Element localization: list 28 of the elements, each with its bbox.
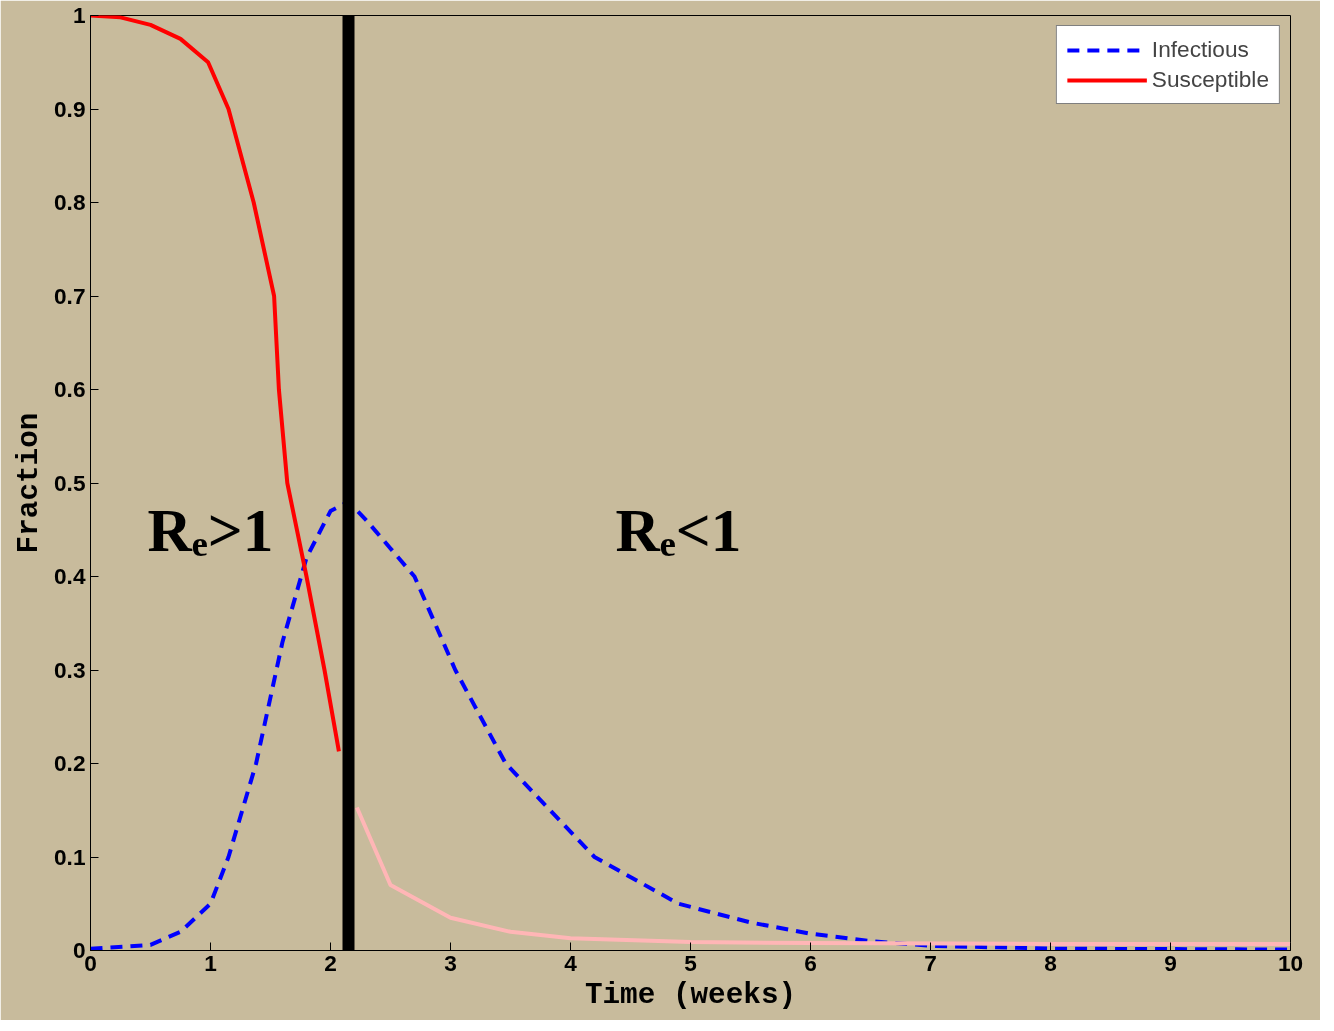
legend-label: Susceptible (1151, 66, 1269, 93)
x-tick-label: 1 (204, 949, 217, 976)
y-tick-label: 0.1 (54, 843, 86, 870)
y-tick-label: 0.9 (54, 95, 86, 122)
y-tick-label: 0.5 (54, 469, 86, 496)
x-tick-label: 4 (564, 949, 578, 976)
x-tick-label: 7 (924, 949, 937, 976)
annotation: Rₑ>1 (147, 495, 274, 564)
annotation: Rₑ<1 (615, 495, 742, 564)
y-axis-title: Fraction (13, 412, 46, 554)
y-tick-label: 0.6 (54, 376, 86, 402)
x-tick-label: 5 (684, 949, 697, 976)
x-tick-label: 2 (324, 949, 337, 976)
y-tick-label: 0.3 (54, 656, 86, 683)
y-tick-label: 0.2 (54, 750, 86, 776)
y-tick-label: 0.7 (54, 282, 86, 309)
line-series (354, 805, 1291, 946)
legend-label: Infectious (1151, 36, 1249, 63)
x-axis-title: Time (weeks) (584, 978, 797, 1012)
x-tick-label: 8 (1044, 949, 1057, 976)
y-tick-label: 0.4 (54, 563, 86, 589)
y-tick-label: 1 (72, 2, 86, 28)
line-series (90, 15, 341, 754)
x-tick-label: 3 (444, 949, 457, 976)
x-tick-label: 6 (804, 949, 817, 976)
y-tick-label: 0.8 (54, 189, 86, 215)
x-tick-label: 9 (1164, 949, 1177, 976)
x-tick-label: 10 (1277, 949, 1304, 976)
